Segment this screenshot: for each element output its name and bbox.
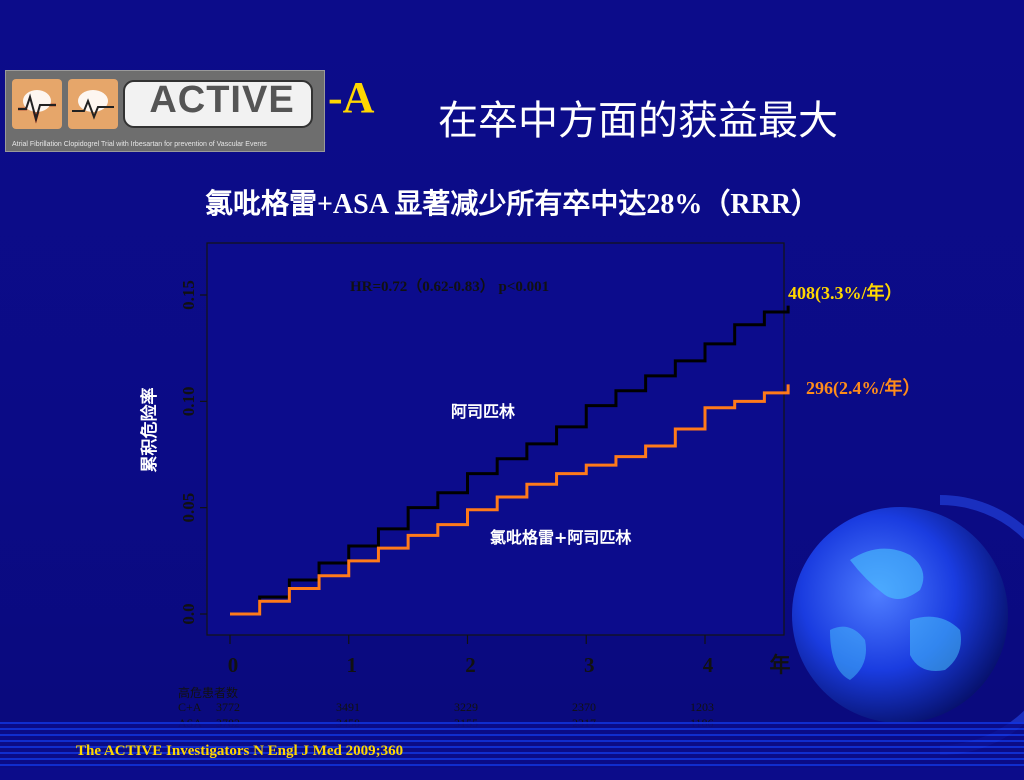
x-tick-label: 2 xyxy=(465,653,476,677)
x-axis-label: 年 xyxy=(770,653,791,677)
logo-wordmark: ACTIVE xyxy=(149,79,295,121)
clopidogrel-aspirin-event-count: 296(2.4%/年） xyxy=(806,377,921,399)
y-axis-label: 累积危险率 xyxy=(139,388,160,473)
y-tick-label: 0.0 xyxy=(179,603,198,624)
risk-row-value: 3491 xyxy=(336,700,360,714)
active-logo-graphic xyxy=(8,73,322,149)
active-logo: ACTIVE Atrial Fibrillation Clopidogrel T… xyxy=(5,70,325,152)
risk-row-value: 2370 xyxy=(572,700,596,714)
citation: The ACTIVE Investigators N Engl J Med 20… xyxy=(76,743,404,759)
risk-row-value: 3229 xyxy=(454,700,478,714)
y-tick-label: 0.10 xyxy=(179,386,198,416)
plot-area xyxy=(206,242,785,636)
y-tick-label: 0.05 xyxy=(179,493,198,523)
title-suffix: -A xyxy=(328,73,375,122)
page-subtitle: 氯吡格雷+ASA 显著减少所有卒中达28%（RRR） xyxy=(204,189,820,220)
aspirin-series-line xyxy=(230,305,790,616)
globe-icon xyxy=(792,507,1008,723)
logo-tagline: Atrial Fibrillation Clopidogrel Trial wi… xyxy=(12,141,267,148)
y-tick-label: 0.15 xyxy=(179,280,198,310)
aspirin-series-name: 阿司匹林 xyxy=(451,402,515,421)
bottom-decoration-band xyxy=(0,722,1024,768)
x-tick-label: 3 xyxy=(584,653,595,677)
page-title: 在卒中方面的获益最大 xyxy=(438,98,838,144)
axes: 0.0 0.05 0.10 0.15 0 1 2 3 4 年 累积危险率 xyxy=(139,280,791,677)
hr-annotation: HR=0.72（0.62-0.83） p<0.001 xyxy=(350,277,549,295)
risk-row-label: C+A xyxy=(178,700,202,714)
risk-row-value: 3772 xyxy=(216,700,240,714)
x-tick-label: 4 xyxy=(703,653,714,677)
aspirin-event-count: 408(3.3%/年） xyxy=(788,282,903,304)
series-layer xyxy=(230,305,790,616)
clopidogrel-aspirin-series-line xyxy=(230,384,790,616)
risk-row-value: 1203 xyxy=(690,700,714,714)
x-tick-label: 1 xyxy=(347,653,358,677)
risk-table-header: 高危患者数 xyxy=(178,686,239,700)
x-tick-label: 0 xyxy=(228,653,239,677)
clopidogrel-aspirin-series-name: 氯吡格雷+阿司匹林 xyxy=(490,528,631,547)
